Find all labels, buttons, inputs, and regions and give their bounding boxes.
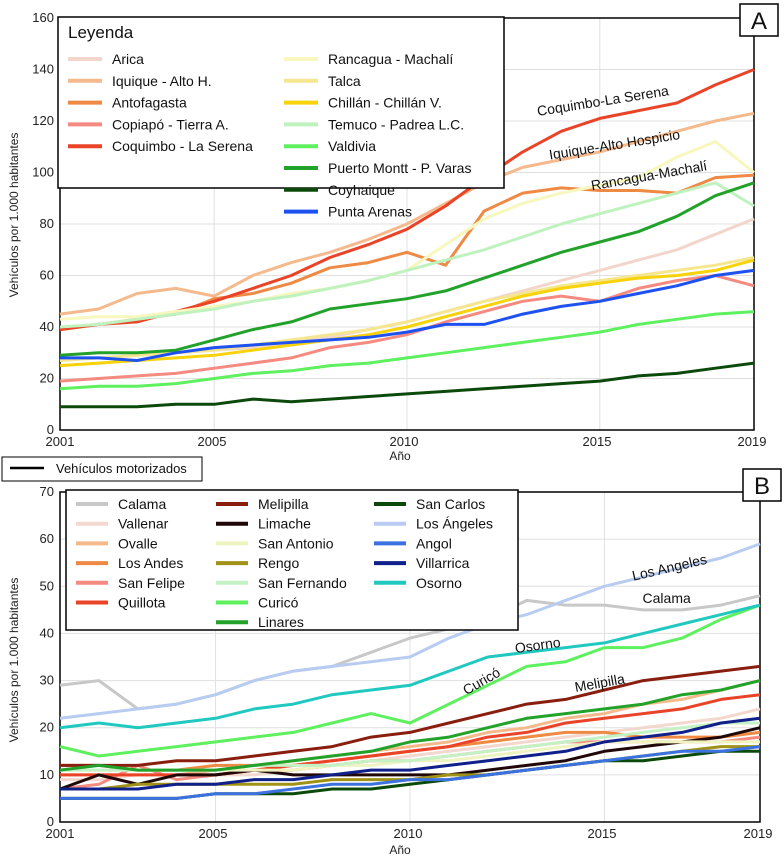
y-tick-a-0: 0 — [47, 422, 54, 437]
legend-a-title: Leyenda — [68, 23, 134, 42]
y-tick-a-120: 120 — [32, 113, 54, 128]
series-line-b-limache — [59, 726, 761, 791]
legend-entry-label: Villarrica — [416, 555, 470, 571]
legend-a-box — [57, 16, 505, 189]
legend-entry-label: Coquimbo - La Serena — [112, 138, 253, 154]
series-line-b-villarrica — [60, 716, 761, 791]
series-line-b-osorno — [59, 603, 761, 730]
legend-entry-label: San Carlos — [416, 496, 485, 512]
legend-a: Arica Iquique - Alto H. Antofagasta Copiapó… — [68, 51, 471, 220]
legend-entry-label: Temuco - Padrea L.C. — [328, 116, 464, 132]
legend-entry-label: Los Ángeles — [416, 516, 493, 532]
legend-entry-label: Melipilla — [258, 496, 309, 512]
series-line-a-iquique-alto-h- — [59, 111, 755, 316]
legend-entry-label: Limache — [258, 516, 311, 532]
series-line-a-punta-arenas — [60, 268, 755, 362]
y-tick-b-50: 50 — [40, 578, 54, 593]
y-tick-a-40: 40 — [40, 319, 54, 334]
annotation-a: Coquimbo-La Serena — [536, 82, 670, 119]
panel-a-label-box — [739, 3, 779, 37]
series-line-a-chillán-chillán-v- — [59, 258, 755, 368]
series-line-b-angol — [60, 745, 761, 800]
series-line-a-valdivia — [59, 310, 755, 391]
x-tick-b-2001: 2001 — [46, 826, 75, 841]
y-tick-b-30: 30 — [40, 673, 54, 688]
y-axis-label-b: Vehículos por 1.000 habitantes — [7, 578, 21, 743]
legend-entry-label: Rengo — [258, 555, 299, 571]
legend-entry-label: Calama — [118, 496, 166, 512]
legend-entry-label: San Fernando — [258, 575, 347, 591]
y-tick-a-140: 140 — [32, 62, 54, 77]
y-tick-b-0: 0 — [47, 814, 54, 829]
x-tick-a-2015: 2015 — [583, 434, 612, 449]
legend-entry-label: San Felipe — [118, 575, 185, 591]
legend-entry-label: Curicó — [258, 595, 299, 611]
y-tick-b-10: 10 — [40, 767, 54, 782]
x-tick-a-2001: 2001 — [46, 434, 75, 449]
series-line-a-temuco-padrea-l-c- — [59, 181, 755, 329]
legend-entry-label: Osorno — [416, 575, 462, 591]
series-line-a-coyhaique — [60, 361, 755, 409]
x-tick-b-2005: 2005 — [199, 826, 228, 841]
legend-entry-label: Valdivia — [328, 138, 376, 154]
legend-b-box — [65, 489, 519, 631]
legend-entry-label: Chillán - Chillán V. — [328, 95, 442, 111]
series-line-a-copiapó-tierra-a- — [59, 274, 755, 383]
y-tick-a-160: 160 — [32, 10, 54, 25]
panel-b-label-box — [742, 468, 782, 502]
x-axis-label-a: Año — [389, 449, 411, 463]
legend-entry-label: Ovalle — [118, 535, 158, 551]
legend-entry-label: Rancagua - Machalí — [328, 51, 453, 67]
panel-a-label: A — [751, 8, 767, 35]
series-line-b-melipilla — [60, 664, 761, 767]
divider-legend-label: Vehículos motorizados — [56, 461, 187, 476]
legend-entry-label: Coyhaique — [328, 182, 395, 198]
legend-entry-label: Angol — [416, 535, 452, 551]
legend-entry-label: Vallenar — [118, 516, 169, 532]
x-tick-a-2010: 2010 — [390, 434, 419, 449]
legend-entry-label: Talca — [328, 73, 361, 89]
legend-entry-label: Quillota — [118, 595, 166, 611]
y-tick-a-80: 80 — [40, 216, 54, 231]
legend-entry-label: San Antonio — [258, 535, 334, 551]
annotation-b: Osorno — [514, 634, 562, 656]
legend-entry-label: Arica — [112, 51, 144, 67]
y-axis-label-a: Vehículos por 1.000 habitantes — [7, 133, 21, 298]
y-tick-b-70: 70 — [40, 484, 54, 499]
y-tick-b-20: 20 — [40, 720, 54, 735]
x-tick-a-2005: 2005 — [198, 434, 227, 449]
y-tick-a-100: 100 — [32, 165, 54, 180]
series-line-b-curicó — [59, 603, 761, 758]
panel-b-label: B — [754, 473, 770, 500]
annotation-b: Calama — [643, 590, 691, 606]
y-tick-b-40: 40 — [40, 625, 54, 640]
legend-entry-label: Los Andes — [118, 555, 183, 571]
x-axis-label-b: Año — [389, 843, 411, 857]
x-tick-b-2010: 2010 — [394, 826, 423, 841]
legend-entry-label: Punta Arenas — [328, 204, 412, 220]
x-tick-a-2019: 2019 — [738, 434, 767, 449]
series-line-b-los-ángeles — [59, 542, 761, 720]
legend-entry-label: Antofagasta — [112, 95, 187, 111]
legend-entry-label: Puerto Montt - P. Varas — [328, 160, 471, 176]
annotation-b: Los Angeles — [630, 551, 708, 584]
y-tick-a-20: 20 — [40, 371, 54, 386]
legend-b: Calama Vallenar Ovalle Los Andes San Felipe Q… — [76, 496, 493, 630]
series-line-a-puerto-montt-p-varas — [59, 181, 755, 357]
x-tick-b-2019: 2019 — [744, 826, 773, 841]
legend-entry-label: Linares — [258, 614, 304, 630]
legend-entry-label: Copiapó - Tierra A. — [112, 116, 229, 132]
x-tick-b-2015: 2015 — [588, 826, 617, 841]
annotation-a: Iquique-Alto Hospicio — [548, 126, 681, 163]
legend-entry-label: Iquique - Alto H. — [112, 73, 212, 89]
y-tick-b-60: 60 — [40, 531, 54, 546]
series-line-b-linares — [59, 679, 761, 772]
annotation-b: Curicó — [460, 664, 503, 698]
y-tick-a-60: 60 — [40, 268, 54, 283]
